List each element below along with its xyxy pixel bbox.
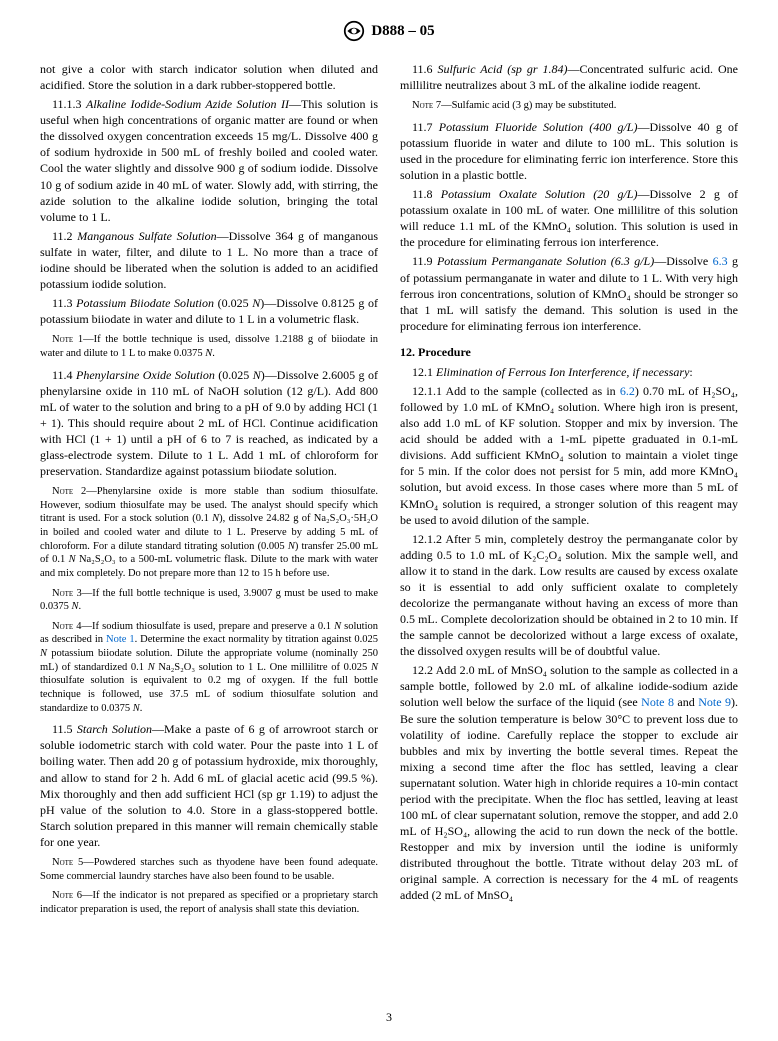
note-7: Note 7—Sulfamic acid (3 g) may be substi… <box>400 99 738 113</box>
note-5: Note 5—Powdered starches such as thyoden… <box>40 856 378 883</box>
link-note8[interactable]: Note 8 <box>641 695 674 709</box>
para-11-8: 11.8 Potassium Oxalate Solution (20 g/L)… <box>400 186 738 250</box>
page-number: 3 <box>0 1010 778 1025</box>
para-11-7: 11.7 Potassium Fluoride Solution (400 g/… <box>400 119 738 183</box>
note-2: Note 2—Phenylarsine oxide is more stable… <box>40 485 378 580</box>
note-1: Note 1—If the bottle technique is used, … <box>40 333 378 360</box>
link-note9[interactable]: Note 9 <box>698 695 731 709</box>
body-columns: not give a color with starch indicator s… <box>40 61 738 917</box>
para-11-5: 11.5 Starch Solution—Make a paste of 6 g… <box>40 721 378 850</box>
link-6-3[interactable]: 6.3 <box>713 254 728 268</box>
note-6: Note 6—If the indicator is not prepared … <box>40 889 378 916</box>
para-12-1-2: 12.1.2 After 5 min, completely destroy t… <box>400 531 738 660</box>
para-11-9: 11.9 Potassium Permanganate Solution (6.… <box>400 253 738 333</box>
para-11-6: 11.6 Sulfuric Acid (sp gr 1.84)—Concentr… <box>400 61 738 93</box>
para-11-2: 11.2 Manganous Sulfate Solution—Dissolve… <box>40 228 378 292</box>
link-note1[interactable]: Note 1 <box>106 634 135 645</box>
para-12-1: 12.1 Elimination of Ferrous Ion Interfer… <box>400 364 738 380</box>
link-6-2[interactable]: 6.2 <box>620 384 635 398</box>
note-3: Note 3—If the full bottle technique is u… <box>40 587 378 614</box>
astm-logo-icon <box>343 20 365 42</box>
para-11-4: 11.4 Phenylarsine Oxide Solution (0.025 … <box>40 367 378 480</box>
page: D888 – 05 not give a color with starch i… <box>0 0 778 1041</box>
section-12-heading: 12. Procedure <box>400 344 738 360</box>
para-12-1-1: 12.1.1 Add to the sample (collected as i… <box>400 383 738 528</box>
para-11-3: 11.3 Potassium Biiodate Solution (0.025 … <box>40 295 378 327</box>
header: D888 – 05 <box>40 20 738 47</box>
doc-id: D888 – 05 <box>371 23 434 40</box>
para-12-2: 12.2 Add 2.0 mL of MnSO₄ solution to the… <box>400 662 738 903</box>
para-11-1-3: 11.1.3 Alkaline Iodide-Sodium Azide Solu… <box>40 96 378 225</box>
para-intro: not give a color with starch indicator s… <box>40 61 378 93</box>
note-4: Note 4—If sodium thiosulfate is used, pr… <box>40 620 378 715</box>
